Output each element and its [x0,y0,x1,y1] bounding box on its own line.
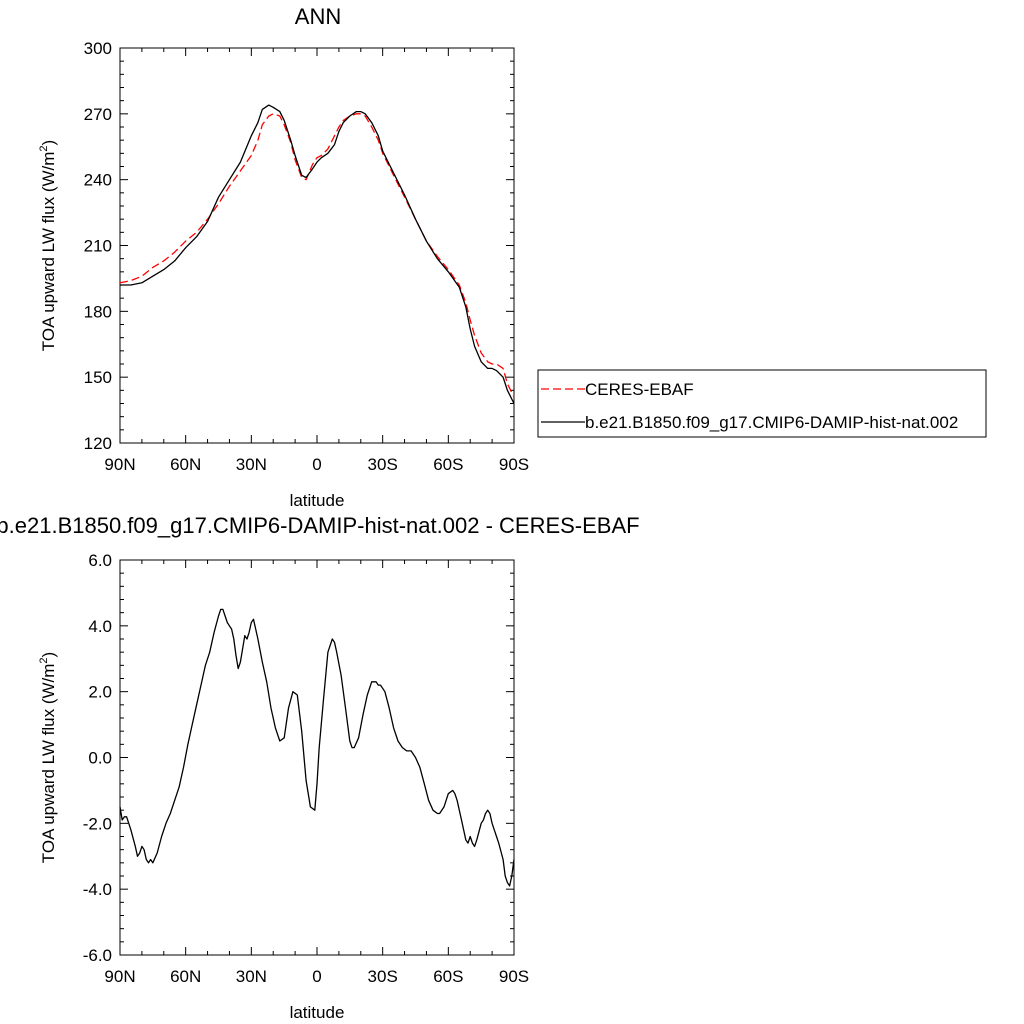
chart1-xtick-label: 60S [433,455,463,474]
chart1-ytick-label: 270 [84,105,112,124]
chart1-legend-entry: b.e21.B1850.f09_g17.CMIP6-DAMIP-hist-nat… [585,413,958,432]
chart1-ytick-label: 240 [84,171,112,190]
chart1-ytick-label: 150 [84,368,112,387]
chart1-xtick-label: 30N [236,455,267,474]
chart2-ytick-label: 2.0 [88,683,112,702]
chart1-xtick-label: 60N [170,455,201,474]
chart2-xtick-label: 0 [312,967,321,986]
chart2-plot-frame [119,559,515,956]
chart1-series-line-1 [119,113,515,398]
chart2-title: b.e21.B1850.f09_g17.CMIP6-DAMIP-hist-nat… [0,513,640,538]
chart1-ytick-label: 300 [84,39,112,58]
chart1-ytick-label: 120 [84,434,112,453]
chart1-legend-box [537,369,987,438]
chart2-xtick-label: 90S [499,967,529,986]
chart1-plot-frame [119,47,515,444]
chart2-ytick-label: -4.0 [83,880,112,899]
chart2-xtick-label: 60S [433,967,463,986]
chart2-ytick-label: 4.0 [88,617,112,636]
chart2-ytick-label: 0.0 [88,749,112,768]
chart1-xtick-label: 90N [104,455,135,474]
chart1-legend-entry: CERES-EBAF [585,380,694,399]
chart1-xtick-label: 30S [368,455,398,474]
chart2-ytick-label: 6.0 [88,551,112,570]
chart1-ytick-label: 180 [84,302,112,321]
chart2-xtick-label: 30N [236,967,267,986]
chart2-xtick-label: 60N [170,967,201,986]
chart1-xtick-label: 90S [499,455,529,474]
chart2-xlabel: latitude [290,1003,345,1022]
chart2-ytick-label: -6.0 [83,946,112,965]
chart2-xtick-label: 90N [104,967,135,986]
chart1-xtick-label: 0 [312,455,321,474]
chart2-ytick-label: -2.0 [83,814,112,833]
chart2-xtick-label: 30S [368,967,398,986]
chart1-ytick-label: 210 [84,237,112,256]
chart1-ylabel: TOA upward LW flux (W/m2) [38,140,58,351]
chart2-ylabel: TOA upward LW flux (W/m2) [38,652,58,863]
chart1-xlabel: latitude [290,491,345,510]
chart1-series-line-2 [120,104,515,404]
chart1-title: ANN [295,4,341,29]
chart2-series-line-1 [119,608,515,887]
